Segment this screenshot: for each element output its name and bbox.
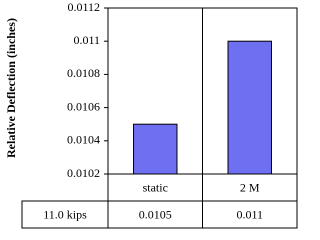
y-tick-label: 0.0106 (67, 99, 100, 113)
table-value: 0.0105 (139, 207, 172, 221)
chart: Relative Deflection (inches) 0.0102 0.010… (3, 0, 298, 229)
bar (133, 123, 178, 175)
y-tick-label: 0.011 (73, 33, 100, 47)
legend-label: 11.0 kips (43, 207, 87, 221)
table-value: 0.011 (236, 207, 263, 221)
y-tick-label: 0.0112 (67, 0, 100, 14)
x-tick-label: static (143, 180, 168, 194)
y-tick-label: 0.0104 (67, 133, 100, 147)
bar (227, 40, 272, 175)
y-axis-title: Relative Deflection (inches) (4, 18, 18, 158)
y-tick-label: 0.0102 (67, 166, 100, 180)
x-tick-label: 2 M (240, 180, 260, 194)
table-frame (21, 200, 298, 229)
y-tick-label: 0.0108 (67, 66, 100, 80)
